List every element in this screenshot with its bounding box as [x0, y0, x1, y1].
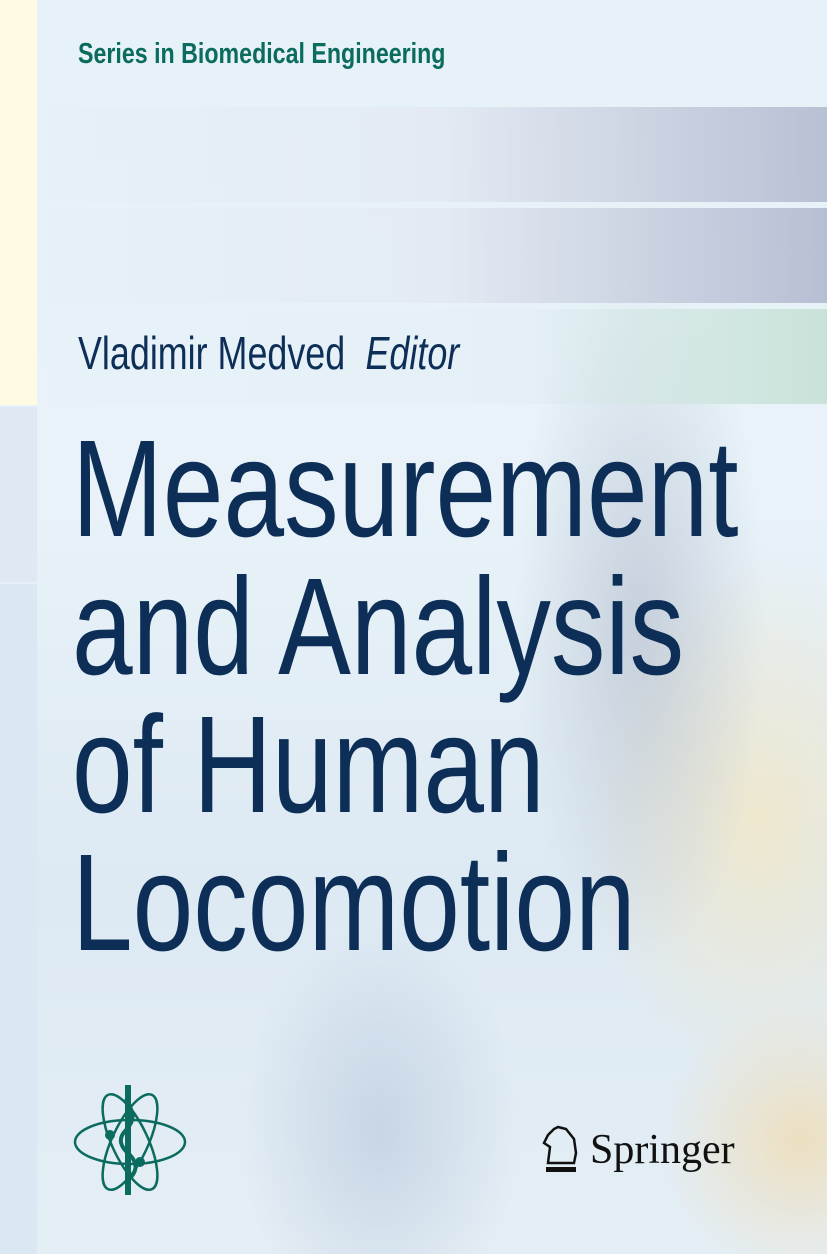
title-line: and Analysis — [72, 550, 685, 704]
publisher-logo: Springer — [540, 1125, 735, 1175]
title-line: Measurement — [72, 412, 739, 566]
title-line: of Human — [72, 688, 545, 842]
author-line: Vladimir Medved Editor — [78, 326, 459, 380]
caduceus-atom-logo-icon — [73, 1085, 187, 1195]
series-name: Series in Biomedical Engineering — [78, 38, 446, 70]
chess-knight-icon — [542, 1125, 578, 1172]
spine-strip — [0, 0, 37, 405]
spine-strip — [0, 407, 37, 582]
spine-strip — [0, 584, 37, 1254]
title-line: Locomotion — [72, 826, 636, 980]
author-name: Vladimir Medved — [78, 327, 346, 379]
decor-band — [45, 208, 827, 303]
publisher-name: Springer — [590, 1127, 735, 1173]
decor-band — [45, 309, 827, 404]
decor-band — [45, 107, 827, 202]
author-role: Editor — [365, 327, 460, 379]
book-title: Measurement and Analysis of Human Locomo… — [72, 420, 739, 972]
